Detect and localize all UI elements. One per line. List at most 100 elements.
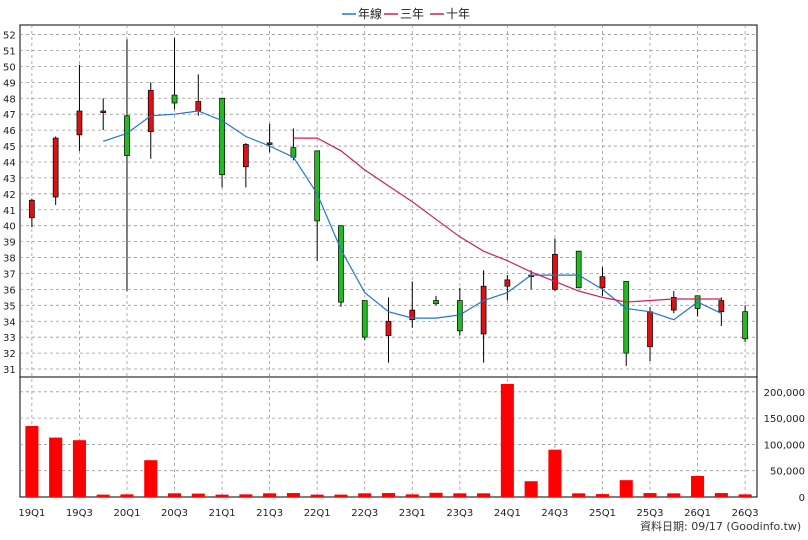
volume-bar — [286, 493, 300, 497]
volume-bar — [619, 480, 633, 497]
volume-bar — [215, 494, 229, 497]
price-tick-label: 39 — [3, 238, 16, 249]
price-tick-label: 40 — [3, 222, 16, 233]
price-tick-label: 48 — [3, 94, 16, 105]
candle-body — [385, 320, 392, 336]
legend-label-10year: 十年 — [446, 7, 470, 21]
volume-bar — [453, 493, 467, 497]
price-tick-label: 42 — [3, 190, 16, 201]
price-tick-label: 49 — [3, 78, 16, 89]
candle-body — [623, 281, 630, 354]
candle-body — [100, 110, 107, 113]
volume-bar — [144, 460, 158, 497]
candle-body — [314, 150, 321, 222]
candle — [52, 136, 59, 205]
volume-bar — [595, 494, 610, 497]
price-tick-label: 47 — [3, 110, 16, 121]
price-tick-label: 36 — [3, 285, 16, 296]
price-tick-label: 33 — [3, 333, 16, 344]
volume-bar — [358, 493, 372, 497]
candle — [504, 275, 511, 301]
volume-bar — [691, 475, 705, 497]
candle-body — [599, 276, 606, 289]
candle-body — [361, 300, 368, 338]
candle-body — [670, 297, 677, 311]
moving-average-lines — [103, 110, 722, 321]
x-tick-label: 20Q1 — [113, 508, 140, 519]
x-tick-label: 25Q3 — [637, 508, 664, 519]
candle-body — [171, 94, 178, 104]
candle — [147, 82, 154, 159]
candlesticks — [29, 37, 748, 366]
candle — [409, 281, 416, 328]
volume-tick-label: 50,000 — [770, 467, 805, 478]
volume-bar — [738, 494, 752, 497]
candle — [314, 150, 321, 261]
volume-bar — [239, 494, 253, 497]
volume-bar — [49, 437, 63, 497]
candle — [124, 39, 130, 291]
volume-bar — [25, 426, 39, 497]
volume-bar — [477, 493, 491, 497]
candle — [718, 297, 725, 327]
volume-tick-label: 0 — [799, 493, 805, 504]
candle — [575, 250, 582, 289]
candle-body — [266, 142, 273, 145]
volume-bar — [500, 383, 514, 497]
price-tick-label: 43 — [3, 174, 16, 185]
volume-bar — [572, 493, 586, 497]
x-tick-label: 21Q3 — [256, 508, 283, 519]
price-tick-label: 50 — [3, 62, 16, 73]
candle — [599, 267, 606, 296]
ma-year-line — [103, 110, 722, 321]
volume-tick-label: 150,000 — [764, 414, 805, 425]
candle-body — [433, 300, 439, 305]
price-tick-label: 32 — [3, 349, 16, 360]
candle-body — [147, 89, 154, 133]
volume-bar — [96, 494, 110, 497]
x-axis: 19Q1 19Q3 20Q1 20Q3 21Q1 21Q3 22Q1 22Q3 23Q1 23Q3… — [18, 508, 758, 519]
x-tick-label: 26Q3 — [732, 508, 759, 519]
candle-body — [338, 225, 344, 303]
candle-body — [52, 137, 59, 198]
candle — [171, 37, 178, 110]
candle-body — [647, 311, 653, 348]
x-tick-label: 26Q1 — [684, 508, 711, 519]
candle — [456, 287, 463, 336]
volume-bar — [548, 449, 562, 497]
candle-body — [29, 199, 35, 219]
data-source-footer: 資料日期: 09/17 (Goodinfo.tw) — [640, 519, 801, 533]
candle-body — [575, 250, 582, 289]
price-tick-label: 37 — [3, 269, 16, 280]
x-tick-label: 25Q1 — [589, 508, 616, 519]
volume-bar — [263, 493, 277, 497]
candle — [670, 290, 677, 314]
legend-label-3year: 三年 — [400, 7, 424, 21]
legend-label-year: 年線 — [358, 6, 382, 21]
volume-bar — [191, 493, 205, 497]
price-tick-label: 38 — [3, 254, 16, 265]
candle-body — [742, 311, 748, 340]
candle-body — [480, 285, 487, 335]
candle — [100, 98, 107, 131]
candle-body — [552, 254, 558, 290]
volume-bar — [524, 481, 538, 497]
grid — [20, 25, 757, 497]
candle-body — [195, 101, 202, 112]
price-tick-label: 51 — [3, 46, 16, 57]
candle — [219, 97, 225, 188]
candle — [290, 128, 297, 161]
candle — [742, 305, 748, 342]
volume-bar — [334, 494, 348, 497]
candle-body — [124, 115, 130, 156]
price-tick-label: 41 — [3, 206, 16, 217]
x-tick-label: 19Q3 — [66, 508, 93, 519]
candle-body — [243, 144, 249, 168]
candle — [243, 142, 249, 188]
volume-bar — [405, 494, 419, 497]
candle-body — [219, 97, 225, 176]
volume-bar — [643, 493, 657, 497]
volume-bar — [72, 440, 86, 497]
x-tick-label: 24Q3 — [541, 508, 568, 519]
